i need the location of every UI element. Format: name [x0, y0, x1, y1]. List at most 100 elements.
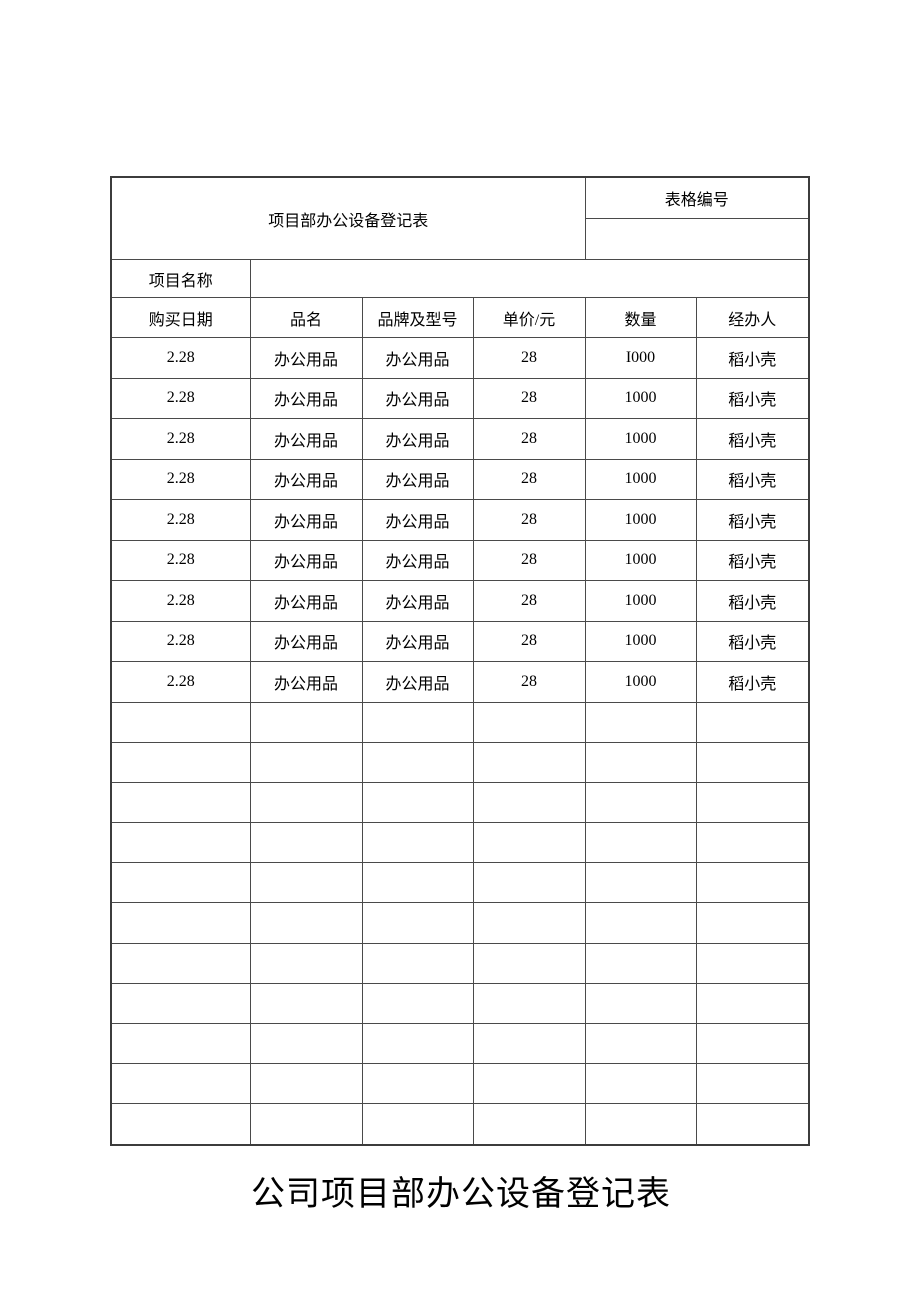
table-cell — [249, 862, 363, 904]
table-cell: 办公用品 — [361, 458, 474, 500]
table-cell — [249, 1022, 363, 1065]
table-cell — [249, 822, 363, 864]
empty-table-row — [110, 862, 810, 904]
registration-table-container: 项目部办公设备登记表 表格编号 项目名称 购买日期 品名 品牌及型号 单价/元 … — [110, 176, 812, 1146]
table-cell — [249, 902, 363, 944]
table-cell — [249, 781, 363, 824]
table-cell — [584, 942, 697, 984]
table-cell: 28 — [472, 539, 586, 581]
table-cell — [695, 1022, 810, 1065]
table-cell — [584, 781, 697, 824]
table-cell — [695, 862, 810, 904]
table-cell — [695, 1103, 810, 1146]
table-cell — [584, 822, 697, 864]
table-cell — [110, 1063, 251, 1105]
table-cell — [110, 1103, 251, 1146]
form-number-value — [584, 218, 810, 260]
table-cell — [110, 1022, 251, 1065]
project-name-row: 项目名称 — [110, 259, 810, 298]
table-cell: 稻小壳 — [695, 620, 810, 662]
table-cell: 28 — [472, 661, 586, 703]
empty-table-row — [110, 741, 810, 783]
table-cell: 28 — [472, 337, 586, 379]
table-cell — [361, 822, 474, 864]
table-row: 2.28 办公用品 办公用品 28 1000 稻小壳 — [110, 499, 810, 541]
table-cell: 办公用品 — [361, 661, 474, 703]
column-header-unit-price: 单价/元 — [472, 297, 586, 338]
table-cell — [361, 982, 474, 1025]
table-cell — [249, 942, 363, 984]
table-cell — [472, 741, 586, 783]
table-cell: 28 — [472, 580, 586, 622]
table-cell: 2.28 — [110, 418, 251, 460]
table-cell: 稻小壳 — [695, 661, 810, 703]
table-cell — [472, 1103, 586, 1146]
table-cell: 稻小壳 — [695, 458, 810, 500]
table-row: 2.28 办公用品 办公用品 28 1000 稻小壳 — [110, 377, 810, 419]
column-header-purchase-date: 购买日期 — [110, 297, 251, 338]
table-cell — [110, 862, 251, 904]
empty-table-row — [110, 1103, 810, 1146]
table-cell: 1000 — [584, 499, 697, 541]
table-cell: 稻小壳 — [695, 337, 810, 379]
table-row: 2.28 办公用品 办公用品 28 1000 稻小壳 — [110, 580, 810, 622]
project-name-value — [249, 259, 810, 298]
table-cell: 1000 — [584, 377, 697, 419]
table-cell: 1000 — [584, 620, 697, 662]
table-cell: 办公用品 — [249, 418, 363, 460]
table-cell: 办公用品 — [249, 661, 363, 703]
table-title-row: 项目部办公设备登记表 表格编号 — [110, 176, 810, 260]
column-header-handler: 经办人 — [695, 297, 810, 338]
table-cell — [472, 942, 586, 984]
table-cell — [249, 1063, 363, 1105]
table-cell: 28 — [472, 620, 586, 662]
table-cell: 28 — [472, 418, 586, 460]
empty-table-row — [110, 942, 810, 984]
table-cell: 办公用品 — [249, 458, 363, 500]
table-cell — [110, 942, 251, 984]
table-cell: 办公用品 — [249, 620, 363, 662]
table-cell — [361, 902, 474, 944]
table-cell: 28 — [472, 499, 586, 541]
table-cell: 办公用品 — [249, 499, 363, 541]
table-cell: 1000 — [584, 661, 697, 703]
empty-table-row — [110, 982, 810, 1025]
table-cell — [249, 741, 363, 783]
table-cell — [361, 781, 474, 824]
table-cell — [584, 1063, 697, 1105]
table-cell — [584, 701, 697, 743]
table-cell — [472, 862, 586, 904]
table-cell — [695, 942, 810, 984]
empty-table-row — [110, 701, 810, 743]
empty-table-row — [110, 822, 810, 864]
table-cell: 28 — [472, 377, 586, 419]
table-cell — [110, 701, 251, 743]
table-cell — [361, 741, 474, 783]
column-header-quantity: 数量 — [584, 297, 697, 338]
table-cell — [472, 1063, 586, 1105]
table-cell — [110, 902, 251, 944]
table-row: 2.28 办公用品 办公用品 28 1000 稻小壳 — [110, 458, 810, 500]
table-cell — [584, 902, 697, 944]
table-cell — [584, 1103, 697, 1146]
table-row: 2.28 办公用品 办公用品 28 I000 稻小壳 — [110, 337, 810, 379]
table-cell: 1000 — [584, 580, 697, 622]
table-cell — [472, 1022, 586, 1065]
form-number-label: 表格编号 — [584, 176, 810, 219]
table-cell — [361, 1022, 474, 1065]
table-row: 2.28 办公用品 办公用品 28 1000 稻小壳 — [110, 418, 810, 460]
table-cell — [249, 982, 363, 1025]
column-header-row: 购买日期 品名 品牌及型号 单价/元 数量 经办人 — [110, 297, 810, 338]
equipment-registration-table: 项目部办公设备登记表 表格编号 项目名称 购买日期 品名 品牌及型号 单价/元 … — [110, 176, 811, 1146]
table-cell — [361, 862, 474, 904]
table-cell — [472, 902, 586, 944]
table-cell — [695, 902, 810, 944]
column-header-brand-model: 品牌及型号 — [361, 297, 474, 338]
table-cell — [110, 781, 251, 824]
table-cell: 2.28 — [110, 580, 251, 622]
project-name-label: 项目名称 — [110, 259, 251, 298]
table-cell — [110, 741, 251, 783]
table-cell — [695, 822, 810, 864]
table-cell — [584, 741, 697, 783]
